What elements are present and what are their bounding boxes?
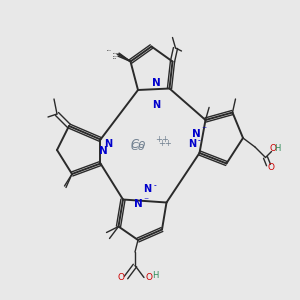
Text: H: H	[152, 272, 158, 280]
Text: Co: Co	[131, 142, 145, 152]
Text: N: N	[143, 184, 151, 194]
Text: O: O	[269, 144, 277, 153]
Text: ⁻: ⁻	[144, 196, 149, 206]
Text: -: -	[198, 136, 201, 145]
Text: methyl
group: methyl group	[112, 56, 117, 58]
Text: N: N	[192, 128, 201, 139]
Text: N: N	[152, 78, 161, 88]
Text: O: O	[146, 273, 153, 282]
Text: N: N	[188, 139, 196, 149]
Text: N: N	[134, 199, 143, 209]
Text: N: N	[104, 139, 112, 149]
Text: H: H	[274, 144, 281, 153]
Text: ++: ++	[155, 135, 169, 144]
Text: -: -	[153, 181, 156, 190]
Text: N: N	[99, 146, 108, 157]
Text: Co: Co	[130, 137, 146, 151]
Text: methyl: methyl	[112, 53, 117, 54]
Text: ⁻: ⁻	[202, 125, 207, 135]
Text: ++: ++	[158, 140, 172, 148]
Text: N: N	[152, 100, 160, 110]
Text: methyl: methyl	[107, 50, 112, 51]
Text: O: O	[117, 273, 124, 282]
Text: O: O	[268, 163, 275, 172]
